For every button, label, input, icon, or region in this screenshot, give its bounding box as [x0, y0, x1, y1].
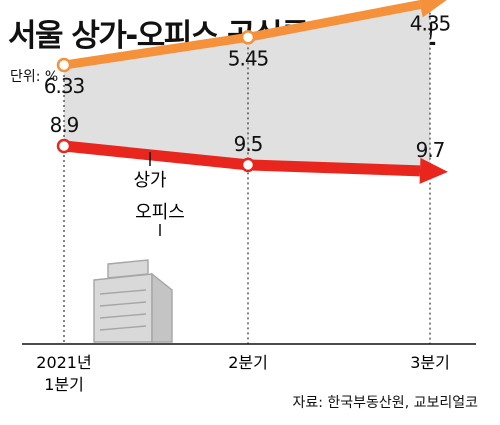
data-point: [56, 57, 72, 73]
data-point: [240, 30, 256, 45]
data-label: 9.7: [416, 138, 445, 162]
arrow-head: [419, 0, 447, 18]
data-point: [56, 138, 72, 154]
arrow-head: [419, 157, 448, 184]
between-area: [64, 2, 430, 172]
data-label: 4.35: [410, 12, 451, 36]
data-label: 8.9: [50, 113, 79, 137]
data-label: 9.5: [234, 132, 263, 156]
data-label: 5.45: [228, 46, 269, 70]
series-name-label: 오피스: [135, 202, 185, 223]
x-tick-label: 3분기: [410, 353, 450, 372]
source-note: 자료: 한국부동산원, 교보리얼코: [292, 395, 478, 411]
building-icon: [93, 259, 173, 343]
x-tick-label: 1분기: [44, 375, 84, 394]
x-tick-label: 2021년: [36, 353, 91, 372]
data-label: 6.33: [44, 74, 85, 98]
data-point: [240, 157, 256, 173]
x-tick-label: 2분기: [228, 353, 268, 372]
unit-label: 단위: %: [10, 69, 59, 85]
series-name-label: 상가: [133, 170, 166, 191]
